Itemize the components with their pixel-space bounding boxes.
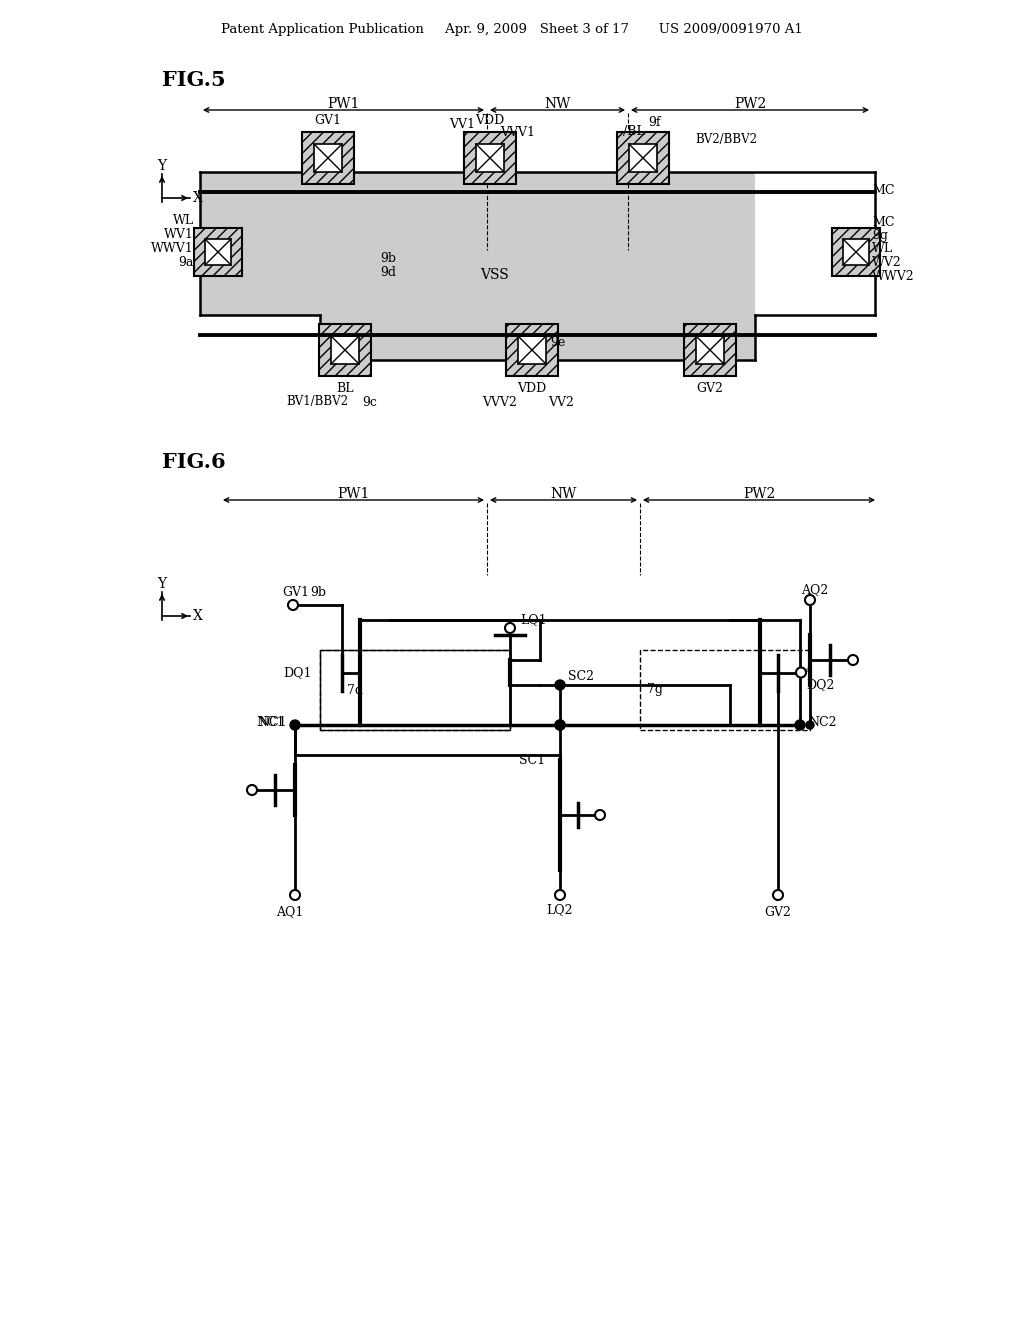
Text: DQ2: DQ2: [806, 678, 835, 692]
Text: WV1: WV1: [164, 228, 194, 242]
Bar: [629, 144, 657, 172]
Text: VDD: VDD: [517, 381, 547, 395]
Bar: [331, 337, 359, 364]
Text: 9e: 9e: [550, 335, 565, 348]
Text: X: X: [194, 609, 203, 623]
Text: WWV1: WWV1: [152, 242, 194, 255]
Circle shape: [290, 719, 300, 730]
Bar: [843, 239, 869, 265]
Bar: [314, 144, 342, 172]
Circle shape: [595, 810, 605, 820]
Bar: [319, 315, 755, 360]
Text: VV1: VV1: [449, 117, 475, 131]
Text: WWV2: WWV2: [872, 269, 914, 282]
Text: VSS: VSS: [480, 268, 509, 282]
Text: AQ1: AQ1: [276, 906, 304, 919]
Text: X: X: [194, 191, 203, 205]
Circle shape: [505, 623, 515, 634]
Bar: [302, 132, 354, 183]
Text: GV1: GV1: [314, 114, 341, 127]
Bar: [640, 649, 810, 730]
Bar: [506, 323, 558, 376]
Text: BV1/BBV2: BV1/BBV2: [286, 396, 348, 408]
Text: NC1: NC1: [258, 717, 287, 730]
Text: GV2: GV2: [765, 906, 792, 919]
Text: PW2: PW2: [734, 96, 766, 111]
Circle shape: [795, 719, 805, 730]
Circle shape: [805, 595, 815, 605]
Text: Y: Y: [158, 158, 167, 173]
Text: BV2/BBV2: BV2/BBV2: [695, 133, 757, 147]
Text: PW2: PW2: [742, 487, 775, 502]
Text: 9a: 9a: [178, 256, 194, 268]
Text: MC: MC: [872, 183, 895, 197]
Text: DQ1: DQ1: [284, 667, 312, 678]
Circle shape: [555, 680, 565, 690]
Bar: [319, 649, 510, 730]
Bar: [464, 132, 516, 183]
Text: 9c: 9c: [362, 396, 377, 408]
Text: 9g: 9g: [872, 228, 888, 242]
Circle shape: [290, 890, 300, 900]
Text: SC1: SC1: [519, 754, 545, 767]
Text: FIG.6: FIG.6: [162, 451, 225, 473]
Text: VVV2: VVV2: [482, 396, 517, 408]
Text: WL: WL: [872, 242, 893, 255]
Bar: [200, 172, 755, 315]
Bar: [684, 323, 736, 376]
Bar: [205, 239, 231, 265]
Text: VDD: VDD: [475, 114, 505, 127]
Bar: [617, 132, 669, 183]
Text: o: o: [806, 667, 811, 675]
Text: GV2: GV2: [696, 381, 723, 395]
Text: FIG.5: FIG.5: [162, 70, 225, 90]
Bar: [319, 649, 510, 730]
Text: VVV1: VVV1: [500, 125, 535, 139]
Text: WL: WL: [173, 214, 194, 227]
Text: MC: MC: [872, 215, 895, 228]
Text: AQ2: AQ2: [802, 583, 828, 597]
Text: LQ1: LQ1: [520, 614, 547, 627]
Circle shape: [848, 655, 858, 665]
Text: LQ2: LQ2: [547, 903, 573, 916]
Text: NC2: NC2: [808, 717, 837, 730]
Circle shape: [555, 719, 565, 730]
Text: PW1: PW1: [337, 487, 370, 502]
Text: NW: NW: [550, 487, 577, 502]
Circle shape: [288, 601, 298, 610]
Text: GV1: GV1: [283, 586, 309, 598]
Bar: [831, 228, 880, 276]
Bar: [319, 323, 371, 376]
Bar: [194, 228, 242, 276]
Text: 9b: 9b: [380, 252, 396, 264]
Text: BL: BL: [336, 381, 353, 395]
Circle shape: [773, 890, 783, 900]
Text: PW1: PW1: [328, 96, 359, 111]
Text: 9b: 9b: [310, 586, 326, 598]
Text: VV2: VV2: [548, 396, 573, 408]
Circle shape: [806, 721, 814, 729]
Bar: [696, 337, 724, 364]
Text: Patent Application Publication     Apr. 9, 2009   Sheet 3 of 17       US 2009/00: Patent Application Publication Apr. 9, 2…: [221, 24, 803, 37]
Circle shape: [247, 785, 257, 795]
Text: NW: NW: [545, 96, 570, 111]
Text: NC1: NC1: [256, 715, 285, 729]
Circle shape: [555, 890, 565, 900]
Bar: [476, 144, 504, 172]
Text: 7d: 7d: [347, 684, 362, 697]
Circle shape: [555, 719, 565, 730]
Text: 7g: 7g: [647, 684, 663, 697]
Text: /BL: /BL: [624, 125, 645, 139]
Text: WV2: WV2: [872, 256, 902, 268]
Text: 9f: 9f: [648, 116, 660, 128]
Text: 9d: 9d: [380, 265, 396, 279]
Text: SC2: SC2: [568, 671, 594, 684]
Text: Y: Y: [158, 577, 167, 591]
Bar: [518, 337, 546, 364]
Circle shape: [796, 668, 806, 677]
